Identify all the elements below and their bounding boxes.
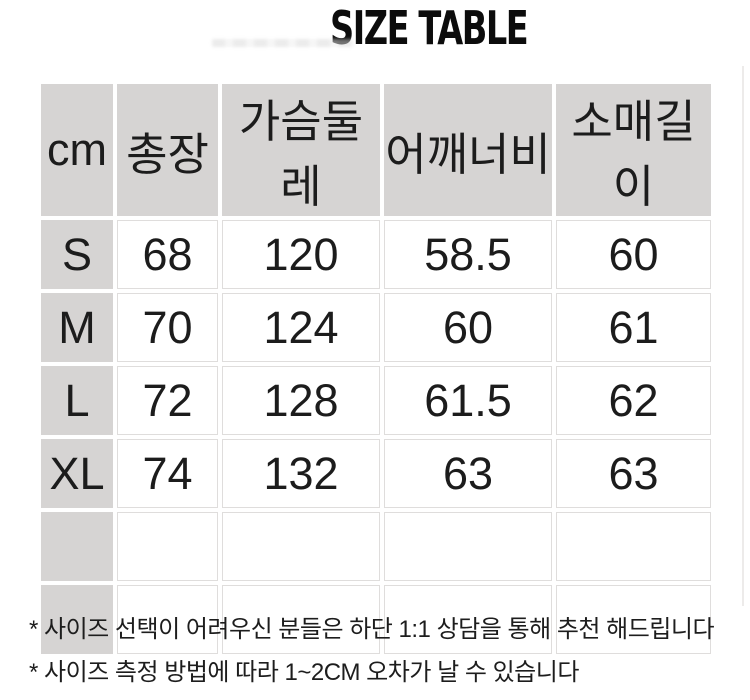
cell-value (222, 585, 380, 654)
cell-value: 63 (384, 439, 552, 508)
col-header-sleeve: 소매길이 (556, 84, 711, 216)
table-row-empty (41, 585, 711, 654)
col-header-length: 총장 (117, 84, 218, 216)
footnotes: * 사이즈 선택이 어려우신 분들은 하단 1:1 상담을 통해 추천 해드립니… (29, 608, 729, 694)
table-row-xl: XL 74 132 63 63 (41, 439, 711, 508)
table-row-empty (41, 512, 711, 581)
cell-value: 62 (556, 366, 711, 435)
cell-value: 124 (222, 293, 380, 362)
cell-value: 72 (117, 366, 218, 435)
cell-value: 60 (384, 293, 552, 362)
header-row: cm 총장 가슴둘레 어깨너비 소매길이 (41, 84, 711, 216)
row-label: XL (41, 439, 113, 508)
note-line: * 사이즈 선택이 어려우신 분들은 하단 1:1 상담을 통해 추천 해드립니… (29, 616, 715, 643)
cell-value: 128 (222, 366, 380, 435)
cell-value (556, 512, 711, 581)
cell-value (117, 512, 218, 581)
row-label: L (41, 366, 113, 435)
title-watermark-smudge (212, 39, 354, 47)
cell-value: 120 (222, 220, 380, 289)
cell-value: 58.5 (384, 220, 552, 289)
cell-value (384, 585, 552, 654)
cell-value: 61.5 (384, 366, 552, 435)
cell-value: 132 (222, 439, 380, 508)
cell-value (117, 585, 218, 654)
page-title: SIZE TABLE (330, 1, 529, 55)
cell-value (384, 512, 552, 581)
cell-value (556, 585, 711, 654)
col-header-unit: cm (41, 84, 113, 216)
size-table: cm 총장 가슴둘레 어깨너비 소매길이 S 68 120 58.5 60 M … (37, 80, 715, 658)
row-label: S (41, 220, 113, 289)
cell-value (222, 512, 380, 581)
row-label: M (41, 293, 113, 362)
right-seam-line (742, 66, 744, 606)
cell-value: 63 (556, 439, 711, 508)
col-header-chest: 가슴둘레 (222, 84, 380, 216)
cell-value: 68 (117, 220, 218, 289)
cell-value: 70 (117, 293, 218, 362)
note-line: * 사이즈 측정 방법에 따라 1~2CM 오차가 날 수 있습니다 (29, 659, 579, 686)
table-row-s: S 68 120 58.5 60 (41, 220, 711, 289)
cell-value: 74 (117, 439, 218, 508)
cell-value: 60 (556, 220, 711, 289)
table-row-l: L 72 128 61.5 62 (41, 366, 711, 435)
row-label (41, 585, 113, 654)
row-label (41, 512, 113, 581)
cell-value: 61 (556, 293, 711, 362)
col-header-shoulder: 어깨너비 (384, 84, 552, 216)
table-row-m: M 70 124 60 61 (41, 293, 711, 362)
